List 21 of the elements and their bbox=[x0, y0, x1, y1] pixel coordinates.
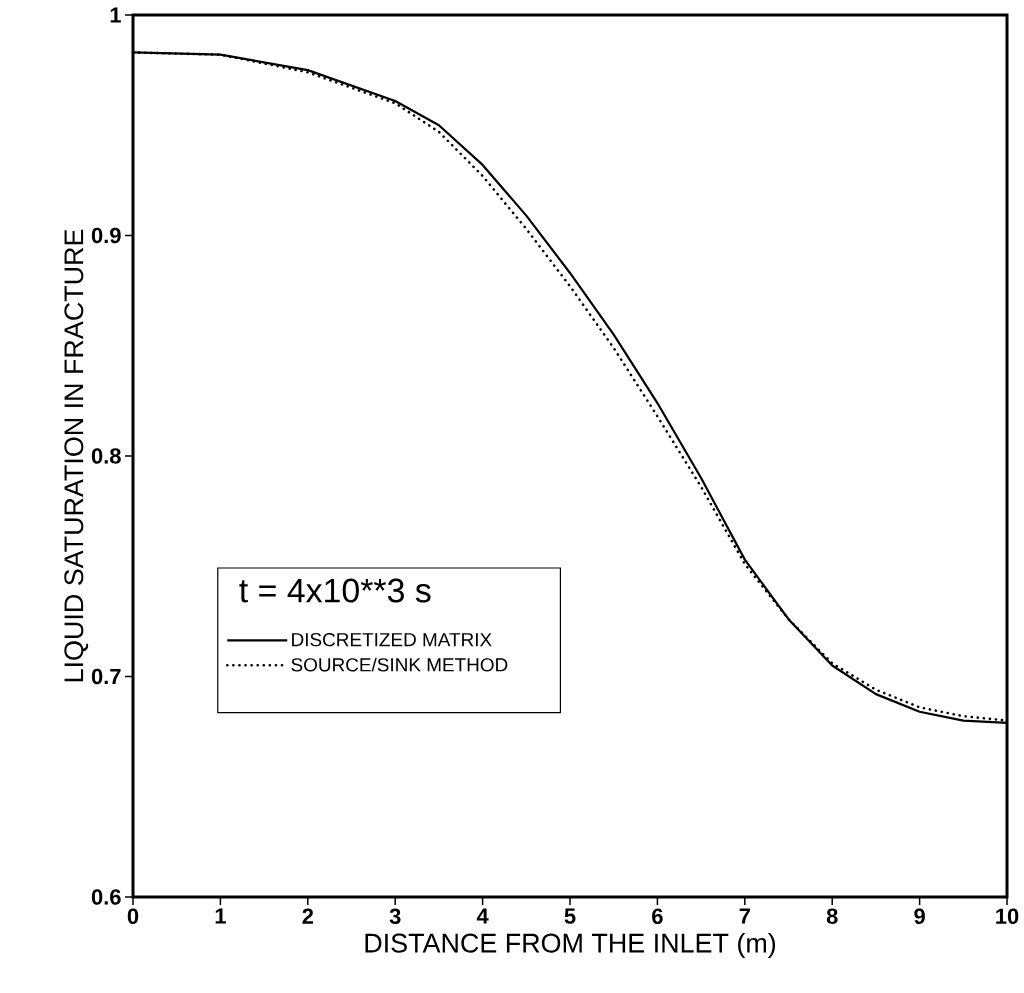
x-axis-title: DISTANCE FROM THE INLET (m) bbox=[365, 932, 776, 958]
x-tick-label: 5 bbox=[564, 908, 576, 924]
x-tick-label: 3 bbox=[389, 908, 401, 925]
legend-title: t = 4x10**3 s bbox=[239, 578, 431, 603]
x-tick-label: 8 bbox=[826, 908, 838, 925]
x-tick-label: 2 bbox=[302, 908, 314, 924]
y-tick-label: 1 bbox=[110, 7, 121, 23]
x-tick-label: 10 bbox=[996, 908, 1019, 925]
y-tick-label: 0.6 bbox=[91, 889, 121, 905]
x-tick-label: 9 bbox=[914, 908, 925, 925]
x-tick-label: 7 bbox=[739, 908, 750, 924]
y-tick-label: 0.7 bbox=[91, 668, 121, 685]
legend-label: DISCRETIZED MATRIX bbox=[292, 632, 492, 647]
x-tick-label: 6 bbox=[652, 908, 663, 925]
x-tick-label: 0 bbox=[127, 908, 139, 925]
y-tick-label: 0.8 bbox=[91, 448, 121, 464]
y-tick-label: 0.9 bbox=[91, 227, 121, 244]
x-tick-label: 1 bbox=[215, 908, 226, 924]
y-axis-title: LIQUID SATURATION IN FRACTURE bbox=[64, 229, 89, 682]
legend-label: SOURCE/SINK METHOD bbox=[291, 657, 508, 672]
x-tick-label: 4 bbox=[476, 908, 489, 924]
